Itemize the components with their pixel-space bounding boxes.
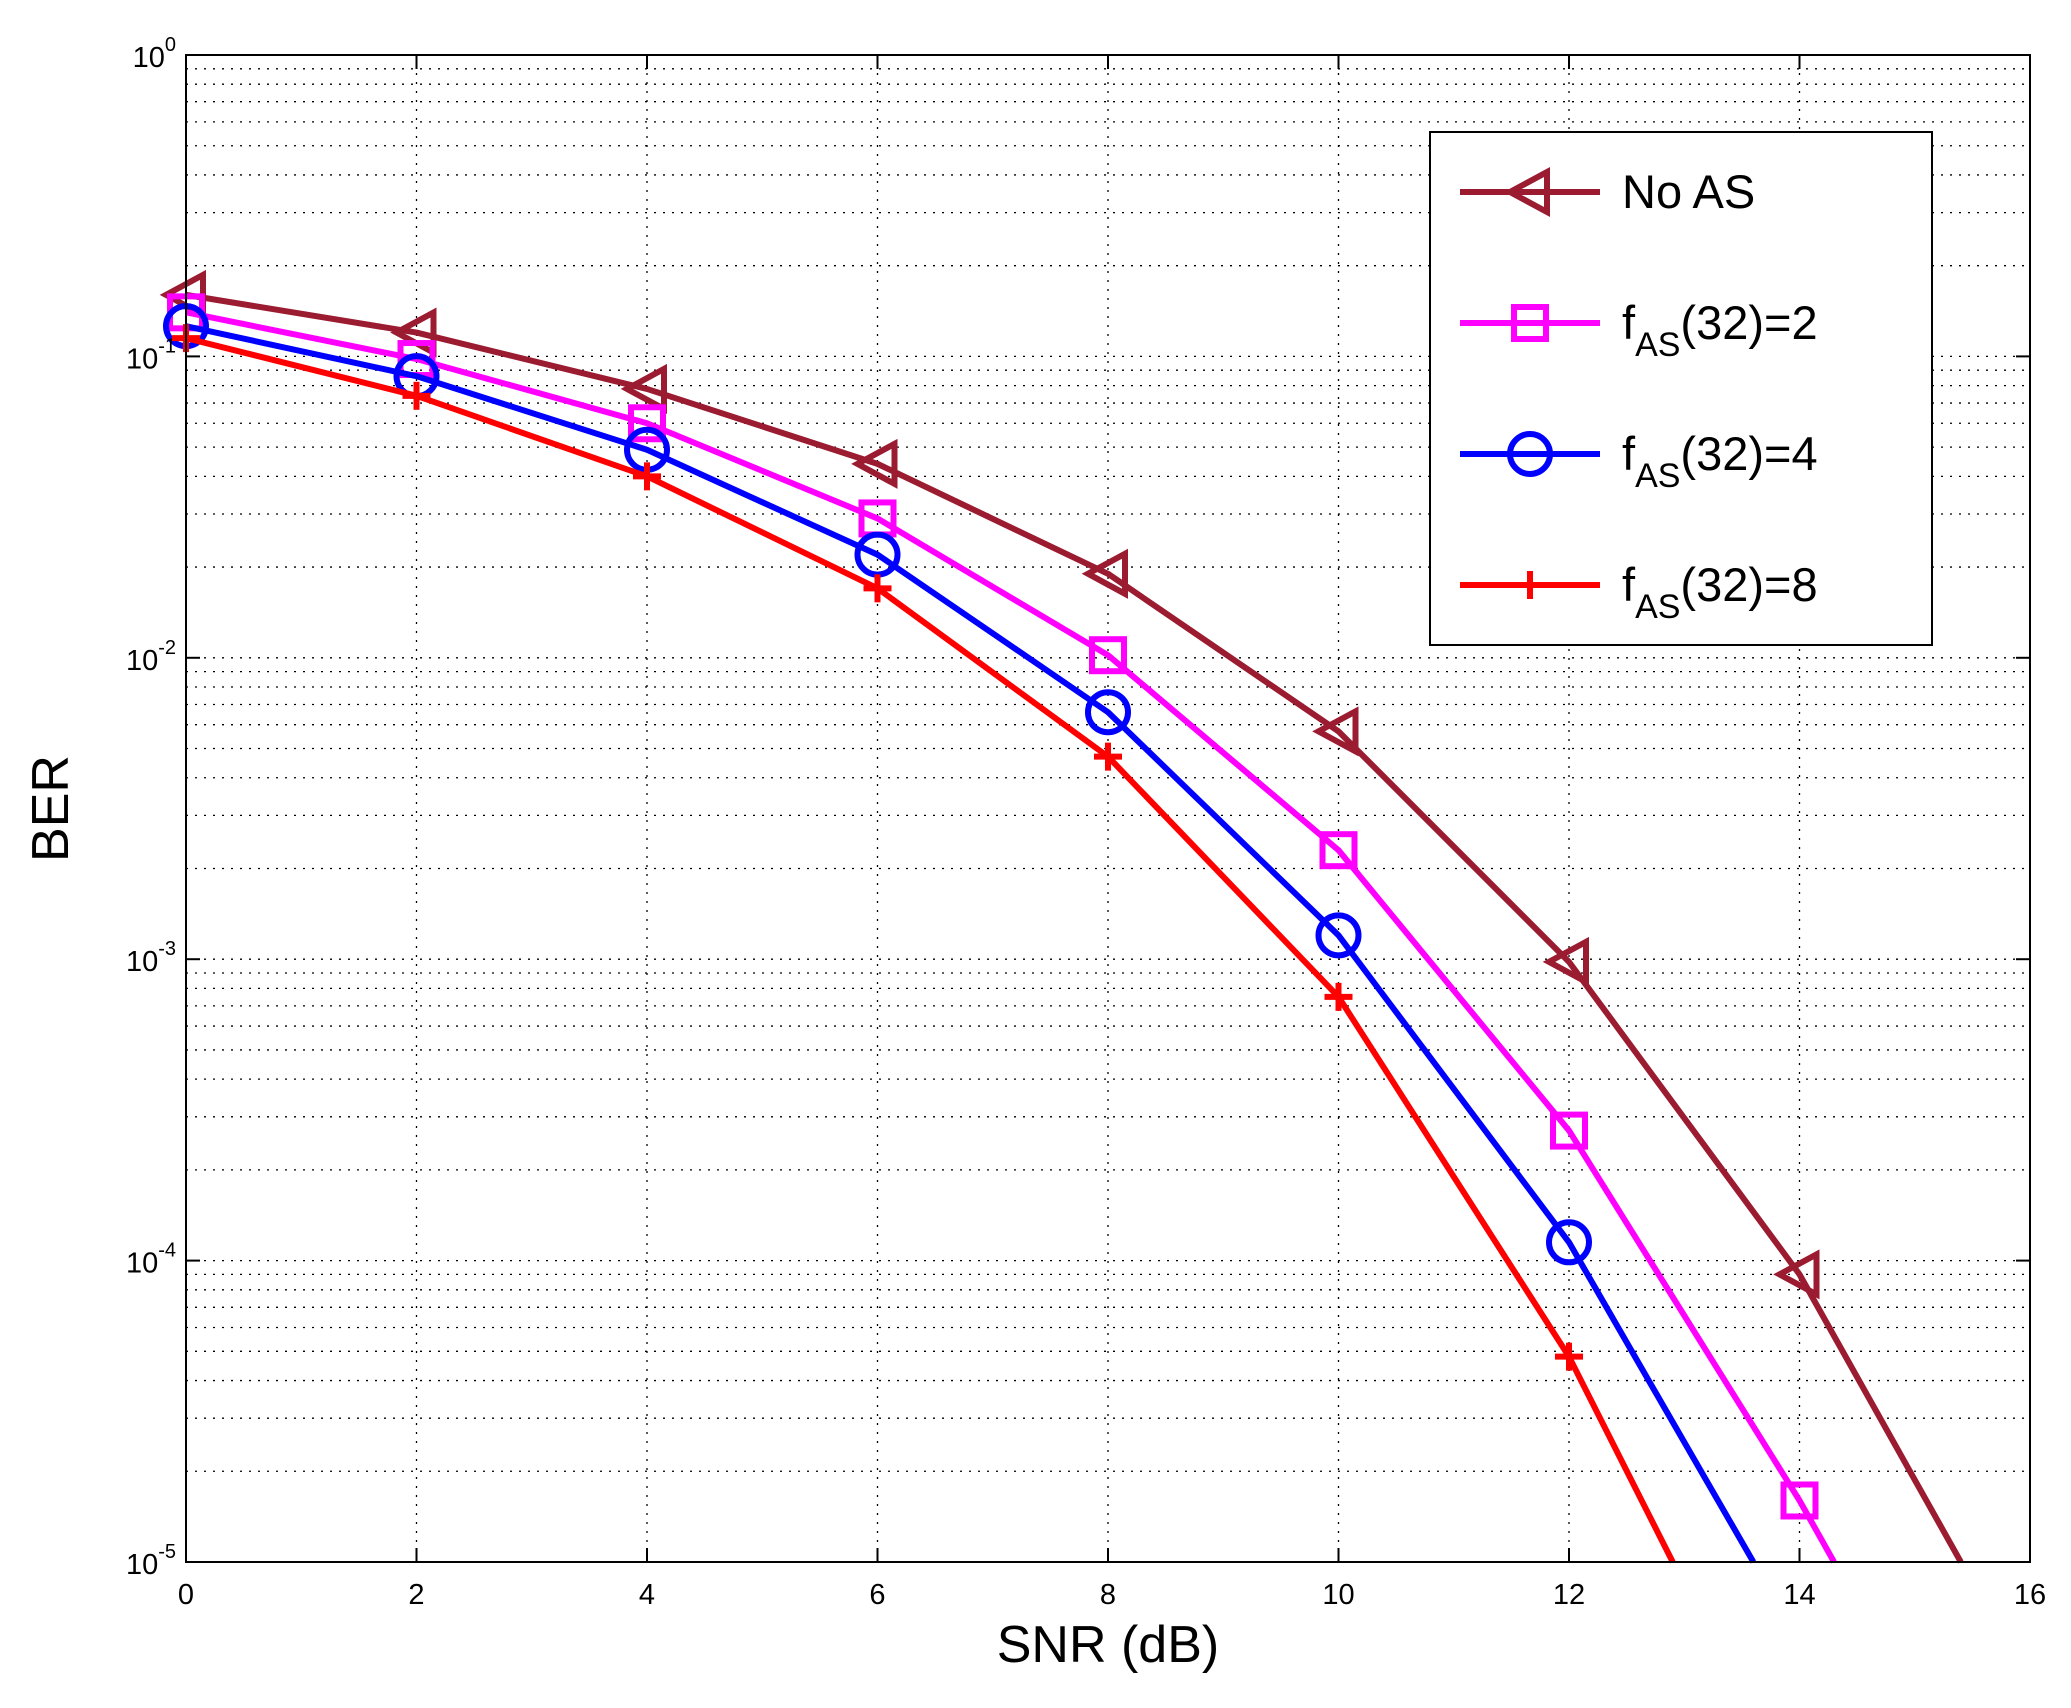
square-marker [628,404,666,443]
circle-marker [1507,431,1553,477]
series-line [185,335,1676,1564]
legend-box [1429,131,1933,646]
circle-marker [1085,689,1131,736]
y-tick-exponent: -1 [158,335,176,357]
plus-marker [1555,1342,1583,1371]
series-line [185,323,1756,1564]
x-tick-label: 14 [1783,1579,1815,1611]
circle-marker [1315,912,1362,959]
legend-label-subscript: AS [1635,457,1680,495]
y-tick-label: 100 [133,34,176,74]
triangle-marker [1503,166,1550,218]
series-line [185,309,1837,1564]
y-tick-base: 10 [126,946,158,978]
triangle-marker [620,363,667,414]
legend-label-main: No AS [1622,165,1755,218]
square-marker [1089,636,1127,675]
x-tick-label: 8 [1100,1579,1116,1611]
legend-label: fAS(32)=8 [1622,558,1818,626]
legend-label: fAS(32)=4 [1622,427,1818,495]
y-tick-label: 10-5 [126,1541,176,1581]
square-marker [1319,831,1358,870]
y-tick-base: 10 [126,1248,158,1280]
y-tick-exponent: -3 [158,938,176,960]
series-0 [159,269,1964,1564]
legend-label-main: f [1622,296,1636,349]
y-tick-base: 10 [133,42,165,74]
triangle-marker [851,438,898,489]
legend-item: No AS [1460,165,1755,218]
plus-marker [633,462,661,491]
plus-marker [1094,742,1122,771]
x-axis-title: SNR (dB) [997,1616,1219,1674]
y-tick-label: 10-3 [126,938,176,978]
series-layer [159,269,1964,1564]
plus-marker [1324,982,1353,1011]
y-tick-label: 10-2 [126,637,176,677]
y-axis-title: BER [22,755,80,862]
legend-label: fAS(32)=2 [1622,296,1818,364]
y-tick-label: 10-4 [126,1240,176,1280]
series-2 [163,303,1756,1564]
x-tick-label: 4 [639,1579,655,1611]
y-tick-exponent: -2 [158,637,176,659]
series-3 [172,324,1676,1564]
square-marker [1550,1111,1588,1150]
legend-label: No AS [1622,165,1755,218]
series-line [185,291,1964,1564]
legend-item: fAS(32)=8 [1460,558,1818,626]
square-marker [1780,1481,1819,1520]
plus-marker [1516,571,1544,599]
y-tick-label: 10-1 [126,335,176,375]
x-tick-label: 16 [2014,1579,2046,1611]
y-tick-base: 10 [126,343,158,375]
circle-marker [1546,1219,1592,1266]
legend-label-subscript: AS [1635,326,1680,364]
legend-label-main: f [1622,558,1636,611]
legend-label-main: f [1622,427,1636,480]
legend-label-tail: (32)=2 [1680,296,1817,349]
plus-marker [863,574,892,603]
x-tick-label: 6 [869,1579,885,1611]
triangle-marker [1542,936,1589,987]
square-marker [1511,304,1549,342]
x-tick-label: 0 [178,1579,194,1611]
y-tick-exponent: -5 [158,1541,176,1563]
y-tick-base: 10 [126,645,158,677]
plus-marker [402,381,431,410]
legend-label-subscript: AS [1635,588,1680,626]
legend-item: fAS(32)=4 [1460,427,1818,495]
legend-item: fAS(32)=2 [1460,296,1818,364]
x-tick-label: 10 [1322,1579,1354,1611]
x-tick-label: 12 [1553,1579,1585,1611]
y-tick-exponent: -4 [158,1240,176,1262]
x-tick-label: 2 [408,1579,424,1611]
y-tick-base: 10 [126,1549,158,1581]
triangle-marker [1773,1249,1820,1300]
triangle-marker [1312,706,1359,757]
legend-label-tail: (32)=4 [1680,427,1817,480]
triangle-marker [1081,548,1128,599]
y-tick-exponent: 0 [165,34,176,56]
legend-label-tail: (32)=8 [1680,558,1817,611]
